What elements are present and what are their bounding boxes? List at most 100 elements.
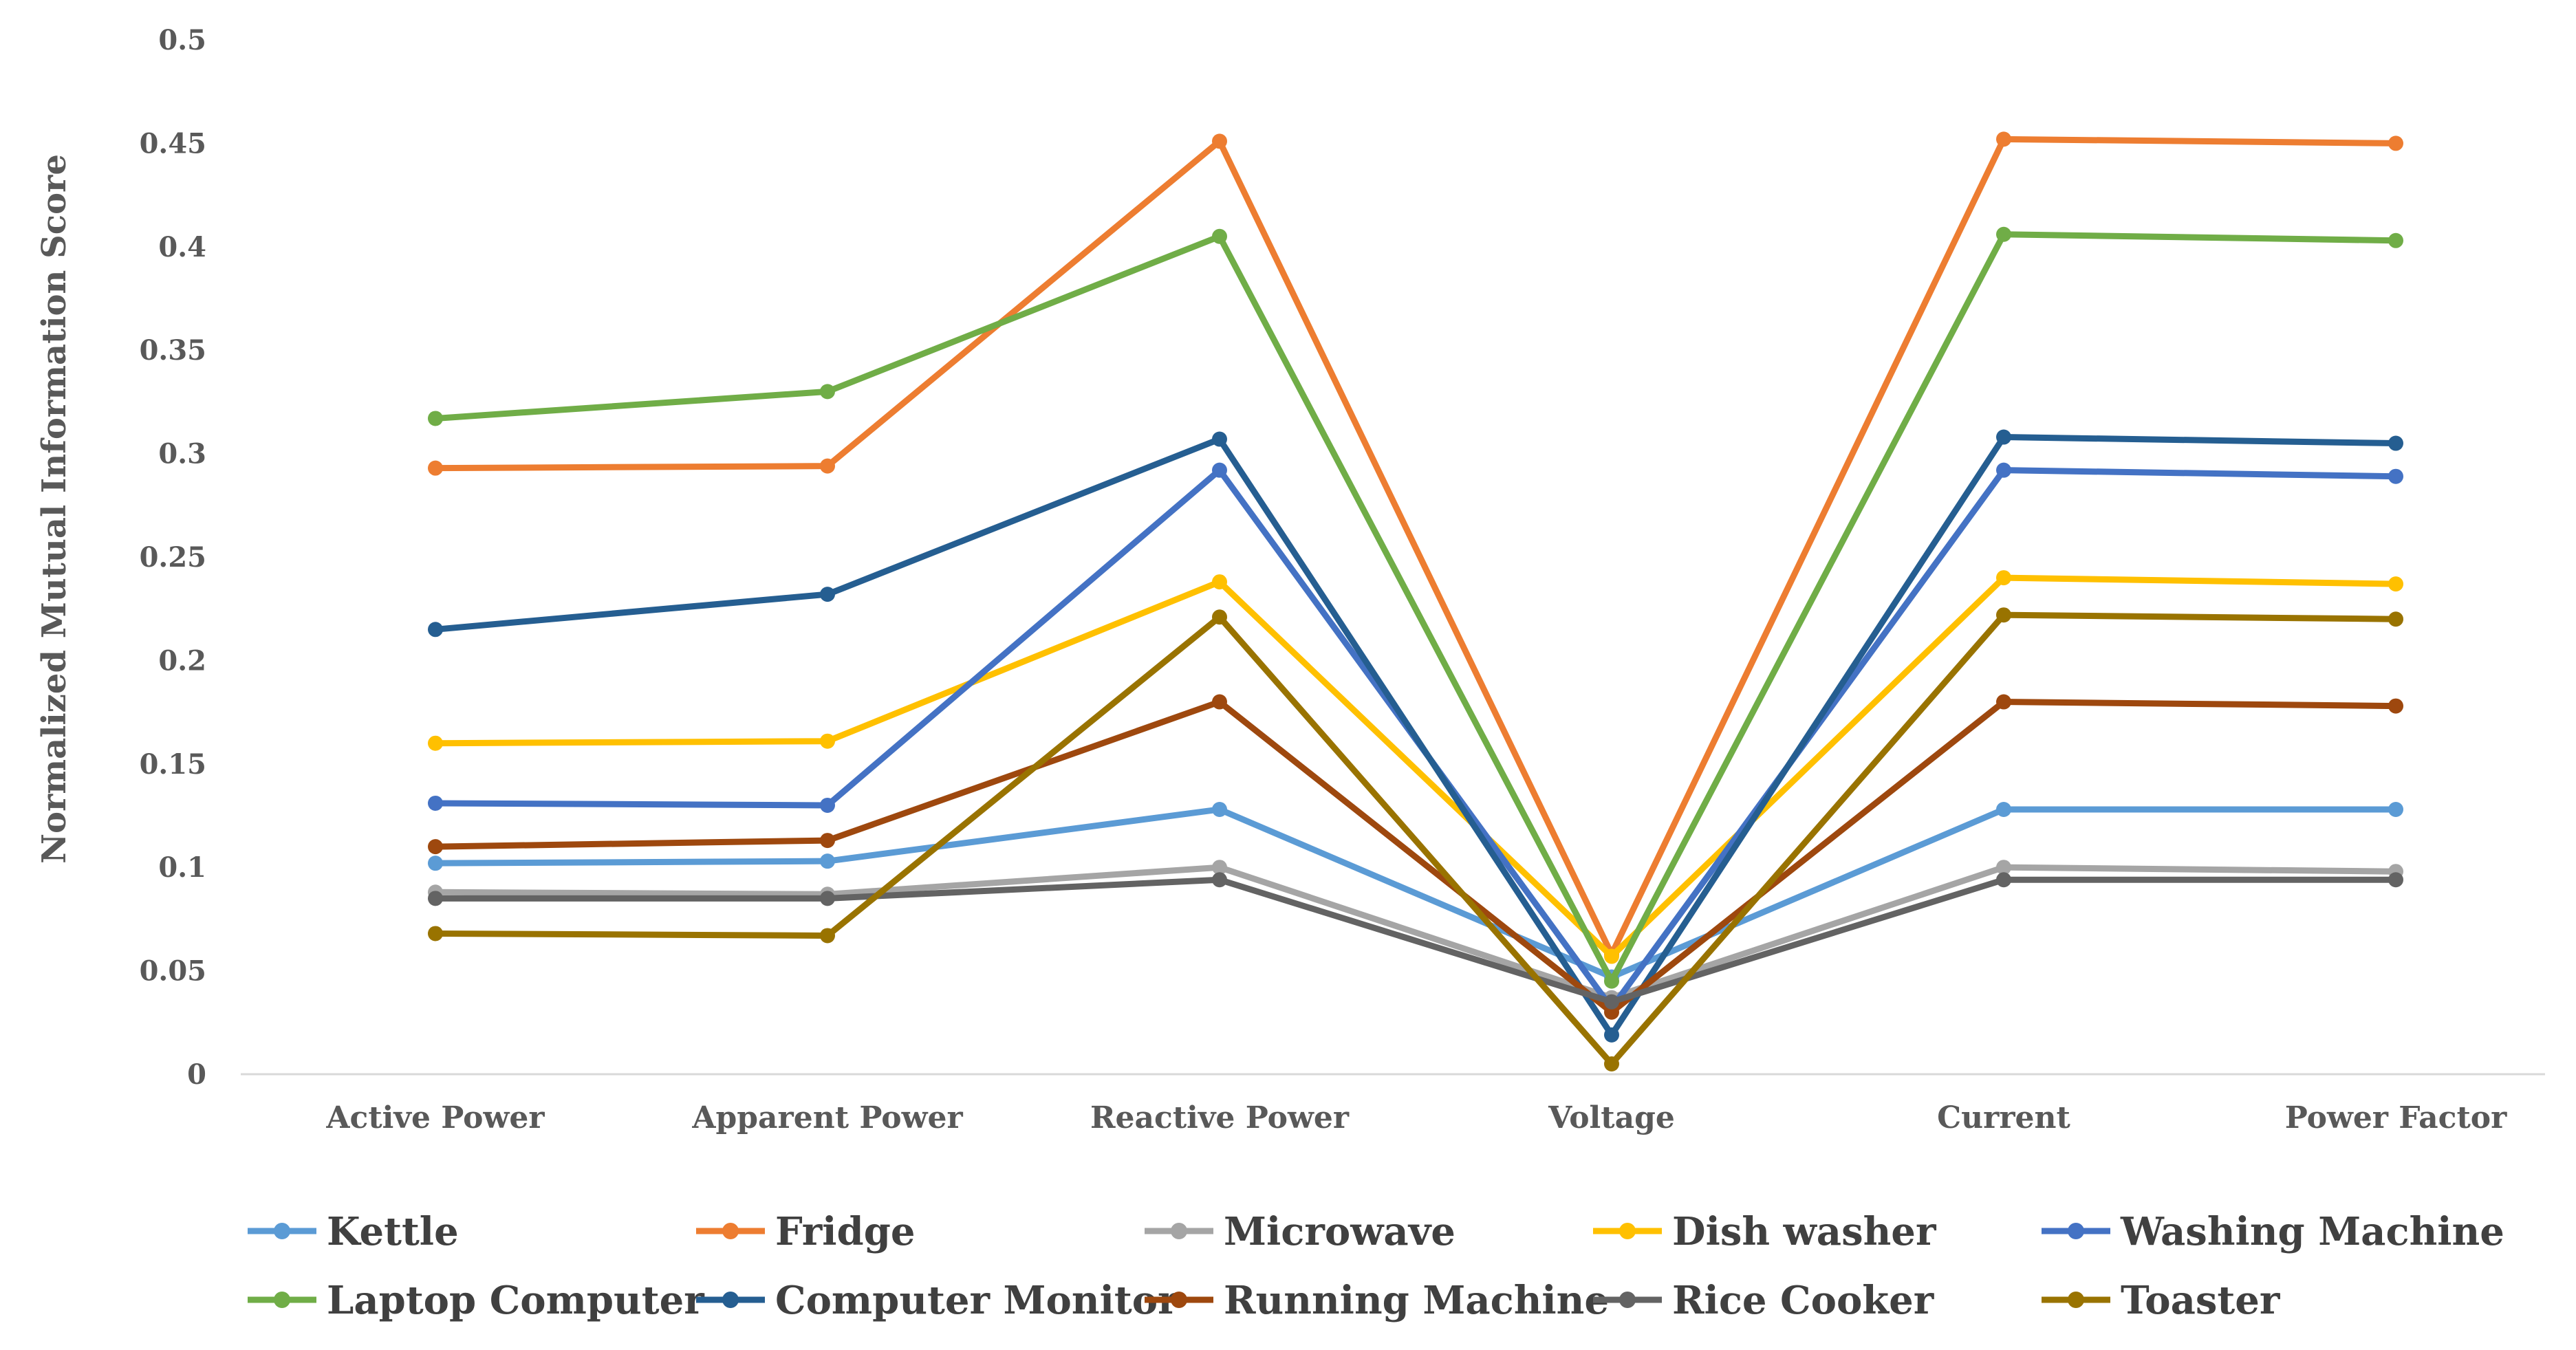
data-point — [1996, 429, 2011, 445]
data-point — [428, 839, 443, 855]
legend-swatch-marker — [274, 1223, 290, 1239]
data-point — [1212, 801, 1227, 817]
data-point — [820, 587, 835, 602]
data-point — [1996, 226, 2011, 242]
legend-swatch-marker — [2068, 1223, 2084, 1239]
y-tick-label: 0.2 — [158, 644, 206, 677]
data-point — [1604, 948, 1619, 964]
data-point — [428, 622, 443, 638]
data-point — [1996, 131, 2011, 147]
y-tick-label: 0.45 — [140, 127, 206, 160]
y-tick-label: 0.3 — [158, 438, 206, 470]
data-point — [820, 891, 835, 906]
data-point — [820, 833, 835, 849]
data-point — [428, 460, 443, 476]
series-kettle — [428, 801, 2403, 985]
data-point — [2388, 576, 2403, 592]
legend-item: Laptop Computer — [248, 1278, 705, 1323]
legend-label: Running Machine — [1224, 1278, 1609, 1323]
legend-item: Computer Monitor — [696, 1278, 1179, 1323]
legend-swatch-marker — [1171, 1223, 1187, 1239]
legend-label: Microwave — [1224, 1209, 1455, 1254]
data-point — [1212, 431, 1227, 447]
data-point — [1996, 570, 2011, 586]
data-point — [1212, 462, 1227, 478]
data-point — [1604, 1027, 1619, 1043]
data-point — [1996, 860, 2011, 875]
legend-label: Washing Machine — [2120, 1209, 2504, 1254]
series-line — [432, 699, 2399, 1016]
y-axis-label: Normalized Mutual Information Score — [35, 154, 74, 864]
data-point — [1996, 694, 2011, 710]
data-point — [2388, 872, 2403, 888]
legend-item: Running Machine — [1145, 1278, 1609, 1323]
series-dish-washer — [428, 570, 2403, 964]
series-line — [432, 231, 2399, 985]
y-tick-label: 0.25 — [140, 541, 206, 574]
legend-item: Rice Cooker — [1593, 1278, 1935, 1323]
data-point — [428, 856, 443, 871]
data-point — [820, 733, 835, 749]
legend-item: Toaster — [2042, 1278, 2281, 1323]
data-point — [1996, 462, 2011, 478]
data-point — [428, 926, 443, 941]
series-line — [432, 574, 2399, 960]
legend-label: Dish washer — [1672, 1209, 1937, 1254]
y-tick-label: 0.15 — [140, 748, 206, 781]
series-line — [432, 611, 2399, 1067]
legend-label: Computer Monitor — [775, 1278, 1179, 1323]
legend-label: Fridge — [775, 1209, 916, 1254]
data-point — [2388, 135, 2403, 151]
data-point — [1212, 609, 1227, 625]
series-line — [432, 806, 2399, 981]
data-point — [2388, 232, 2403, 248]
legend-label: Toaster — [2121, 1278, 2281, 1323]
data-point — [820, 384, 835, 400]
y-tick-label: 0 — [187, 1058, 206, 1091]
data-point — [2388, 468, 2403, 484]
data-point — [1604, 1056, 1619, 1071]
legend-label: Kettle — [327, 1209, 459, 1254]
data-point — [820, 928, 835, 944]
data-point — [1604, 994, 1619, 1010]
data-point — [428, 735, 443, 751]
series-running-machine — [428, 694, 2403, 1020]
series-line — [432, 434, 2399, 1038]
data-point — [1212, 228, 1227, 244]
data-point — [1996, 872, 2011, 888]
legend-swatch-marker — [722, 1223, 739, 1239]
y-tick-label: 0.35 — [140, 334, 206, 367]
series-line — [432, 864, 2399, 1001]
x-tick-label: Current — [1937, 1100, 2070, 1135]
data-point — [1604, 973, 1619, 989]
legend-item: Kettle — [248, 1209, 459, 1254]
data-point — [2388, 435, 2403, 451]
legend-swatch-marker — [1619, 1292, 1636, 1308]
y-tick-label: 0.05 — [140, 955, 206, 988]
data-point — [820, 797, 835, 813]
x-tick-label: Active Power — [325, 1100, 545, 1135]
data-point — [820, 853, 835, 869]
data-point — [2388, 611, 2403, 627]
data-point — [820, 458, 835, 474]
data-point — [1212, 574, 1227, 590]
x-tick-label: Reactive Power — [1090, 1100, 1350, 1135]
data-point — [2388, 801, 2403, 817]
data-point — [1212, 133, 1227, 149]
series-laptop-computer — [428, 226, 2403, 989]
legend-swatch-marker — [1619, 1223, 1636, 1239]
data-point — [1996, 607, 2011, 623]
data-point — [1212, 694, 1227, 710]
series-rice-cooker — [428, 872, 2403, 1010]
legend-item: Microwave — [1145, 1209, 1455, 1254]
legend-item: Fridge — [696, 1209, 916, 1254]
legend-item: Dish washer — [1593, 1209, 1937, 1254]
y-tick-label: 0.5 — [158, 24, 206, 56]
data-point — [428, 795, 443, 811]
series-line — [432, 876, 2399, 1005]
y-tick-label: 0.1 — [158, 851, 206, 884]
series-line — [432, 135, 2399, 958]
data-point — [2388, 698, 2403, 714]
